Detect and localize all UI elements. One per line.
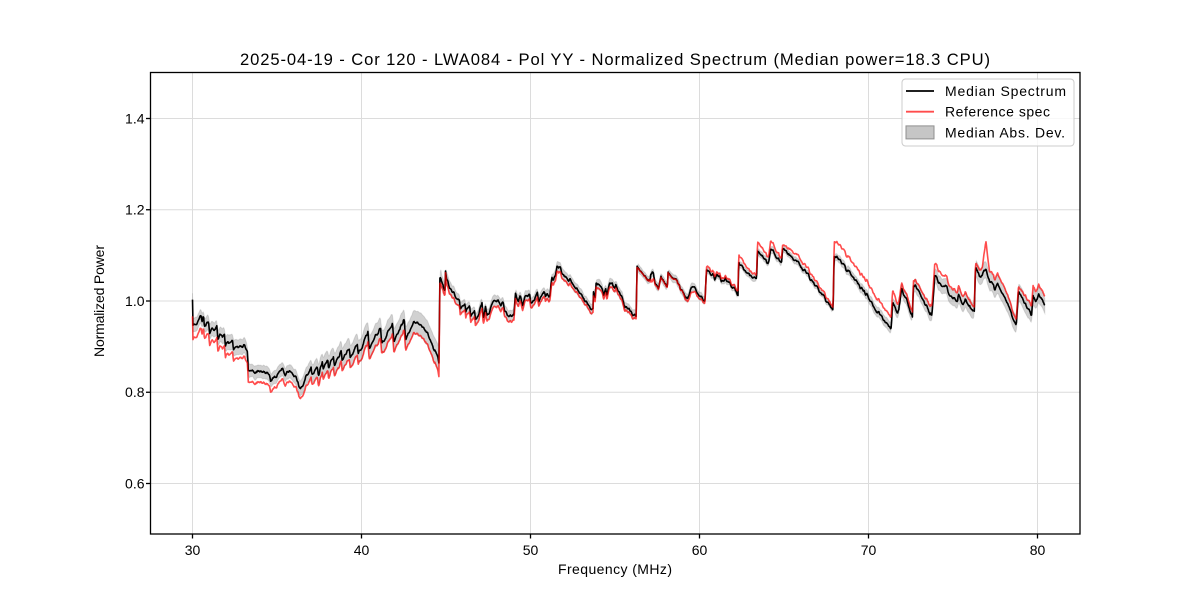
svg-text:1.0: 1.0	[125, 293, 145, 309]
svg-text:1.4: 1.4	[125, 110, 145, 126]
svg-text:60: 60	[692, 542, 708, 558]
svg-text:0.6: 0.6	[125, 475, 145, 491]
svg-text:80: 80	[1030, 542, 1046, 558]
svg-text:70: 70	[861, 542, 877, 558]
svg-text:Median Spectrum: Median Spectrum	[945, 83, 1066, 99]
svg-text:Frequency (MHz): Frequency (MHz)	[558, 561, 672, 577]
svg-text:0.8: 0.8	[125, 384, 145, 400]
svg-text:50: 50	[523, 542, 539, 558]
svg-text:Median Abs. Dev.: Median Abs. Dev.	[945, 124, 1065, 140]
svg-text:30: 30	[185, 542, 201, 558]
svg-text:Normalized Power: Normalized Power	[91, 245, 107, 357]
svg-text:2025-04-19 - Cor 120 - LWA084: 2025-04-19 - Cor 120 - LWA084 - Pol YY -…	[240, 50, 990, 69]
svg-text:1.2: 1.2	[125, 202, 145, 218]
svg-text:Reference spec: Reference spec	[945, 104, 1050, 120]
svg-text:40: 40	[354, 542, 370, 558]
